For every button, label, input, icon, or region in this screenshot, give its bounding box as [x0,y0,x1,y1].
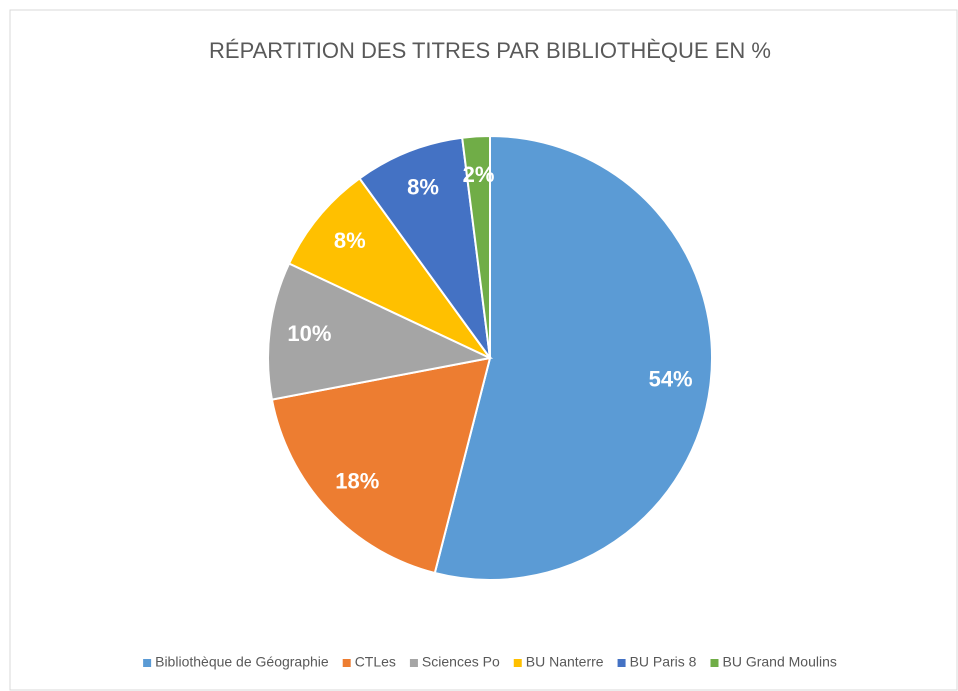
legend-swatch [409,659,418,667]
legend-label: BU Grand Moulins [722,654,836,670]
data-label: 54% [649,367,693,392]
pie-slice [270,356,492,575]
legend-label: Bibliothèque de Géographie [155,654,329,670]
data-label: 18% [335,468,379,493]
pie-slice [267,262,494,401]
legend-label: Sciences Po [422,654,500,670]
pie-slice [287,177,491,359]
legend-swatch [342,659,351,667]
chart-title: RÉPARTITION DES TITRES PAR BIBLIOTHÈQUE … [209,38,771,63]
legend-swatch [710,659,719,667]
pie-slice [461,134,491,359]
legend-swatch [513,659,522,667]
pie-slice [433,134,713,581]
data-label: 8% [407,175,439,200]
data-label: 2% [463,162,495,187]
legend-swatch [143,659,152,667]
data-label: 10% [287,321,331,346]
legend-label: CTLes [355,654,396,670]
legend-label: BU Nanterre [526,654,604,670]
data-label: 8% [334,228,366,253]
legend-swatch [617,659,626,667]
pie-slice [358,136,491,359]
legend-label: BU Paris 8 [630,654,697,670]
